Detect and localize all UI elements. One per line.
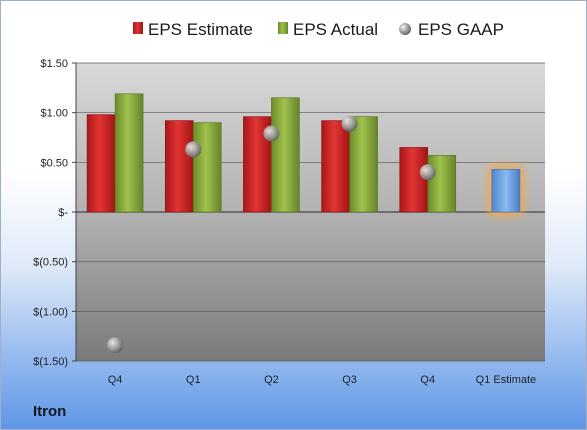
x-tick-label: Q2 xyxy=(264,374,279,386)
bar-eps-estimate xyxy=(86,114,116,213)
y-tick-label: $(1.50) xyxy=(33,356,68,368)
y-tick-label: $(1.00) xyxy=(33,306,68,318)
marker-eps-gaap xyxy=(419,164,436,181)
legend-label-gaap: EPS GAAP xyxy=(418,20,504,39)
marker-eps-gaap xyxy=(341,115,358,132)
x-tick-label: Q3 xyxy=(342,374,357,386)
bar-eps-actual xyxy=(427,155,457,213)
legend-swatch-estimate xyxy=(133,22,143,34)
y-tick-label: $0.50 xyxy=(40,157,68,169)
bar-eps-estimate xyxy=(164,120,194,213)
legend-item-estimate: EPS Estimate xyxy=(133,20,253,39)
x-tick-label: Q4 xyxy=(108,374,123,386)
x-tick-label: Q4 xyxy=(420,374,435,386)
y-tick-label: $- xyxy=(58,207,68,219)
y-tick-label: $(0.50) xyxy=(33,257,68,269)
grid-lines xyxy=(72,62,545,362)
x-axis-labels: Q4 Q1 Q2 Q3 Q4 Q1 Estimate xyxy=(108,374,536,386)
bar-eps-actual xyxy=(349,116,378,213)
legend-swatch-actual xyxy=(278,22,288,34)
legend-item-actual: EPS Actual xyxy=(278,20,378,39)
x-tick-label: Q1 Estimate xyxy=(476,374,537,386)
bar-eps-estimate xyxy=(321,120,350,213)
bar-eps-actual xyxy=(192,122,222,213)
marker-eps-gaap xyxy=(263,125,280,142)
company-name: Itron xyxy=(33,403,67,420)
legend-label-actual: EPS Actual xyxy=(293,20,378,39)
y-tick-label: $1.50 xyxy=(40,58,68,70)
legend: EPS Estimate EPS Actual EPS GAAP xyxy=(133,20,504,39)
legend-item-gaap: EPS GAAP xyxy=(399,20,504,39)
bar-eps-estimate xyxy=(399,147,429,213)
legend-label-estimate: EPS Estimate xyxy=(148,20,253,39)
marker-eps-gaap xyxy=(107,337,124,354)
bar-eps-actual xyxy=(114,93,144,213)
y-axis-labels: $1.50 $1.00 $0.50 $- $(0.50) $(1.00) $(1.50) xyxy=(33,58,68,368)
y-tick-label: $1.00 xyxy=(40,108,68,120)
bar-eps-forecast xyxy=(491,168,521,213)
x-tick-label: Q1 xyxy=(186,374,201,386)
bars xyxy=(86,93,524,354)
bar-eps-actual xyxy=(271,97,300,213)
marker-eps-gaap xyxy=(185,141,202,158)
legend-swatch-gaap xyxy=(399,23,411,35)
